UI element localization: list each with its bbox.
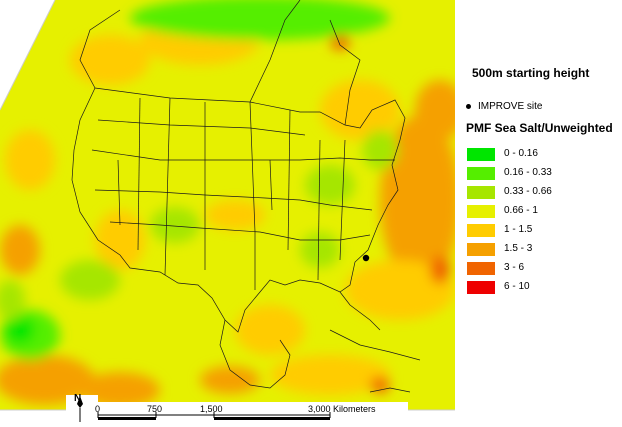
site-marker-icon xyxy=(466,104,471,109)
legend-class-label: 0.16 - 0.33 xyxy=(504,167,552,178)
scale-tick-750: 750 xyxy=(147,404,162,414)
legend-class-label: 0.66 - 1 xyxy=(504,205,538,216)
scale-tick-1500: 1,500 xyxy=(200,404,223,414)
scale-tick-3000: 3,000 Kilometers xyxy=(308,404,376,414)
north-arrow-label: N xyxy=(74,393,82,404)
legend-class-label: 1.5 - 3 xyxy=(504,243,533,254)
scale-bar: 0 750 1,500 3,000 Kilometers xyxy=(66,395,408,427)
legend-swatch xyxy=(467,148,495,161)
legend-class-label: 1 - 1.5 xyxy=(504,224,533,235)
legend-class-label: 0 - 0.16 xyxy=(504,148,538,159)
concentration-field xyxy=(0,0,455,410)
improve-site-marker xyxy=(362,254,370,262)
legend-swatch xyxy=(467,262,495,275)
legend-swatch xyxy=(467,167,495,180)
legend-title: PMF Sea Salt/Unweighted xyxy=(466,121,613,135)
legend-swatch xyxy=(467,224,495,237)
legend-swatch xyxy=(467,281,495,294)
legend-swatch xyxy=(467,243,495,256)
legend: 500m starting height IMPROVE site PMF Se… xyxy=(460,0,622,427)
north-arrow-icon xyxy=(77,396,83,408)
legend-site-entry: IMPROVE site xyxy=(466,101,543,112)
legend-class-label: 6 - 10 xyxy=(504,281,530,292)
legend-site-label: IMPROVE site xyxy=(478,101,543,112)
legend-swatch xyxy=(467,205,495,218)
sea-salt-map: 0 750 1,500 3,000 Kilometers xyxy=(0,0,455,427)
legend-swatch xyxy=(467,186,495,199)
legend-class-label: 3 - 6 xyxy=(504,262,525,273)
coastline-south xyxy=(219,291,421,393)
legend-class-label: 0.33 - 0.66 xyxy=(504,186,552,197)
legend-heading: 500m starting height xyxy=(472,66,590,80)
scale-tick-0: 0 xyxy=(95,404,100,414)
state-boundaries xyxy=(71,0,406,333)
map-frame-edge xyxy=(0,0,56,111)
